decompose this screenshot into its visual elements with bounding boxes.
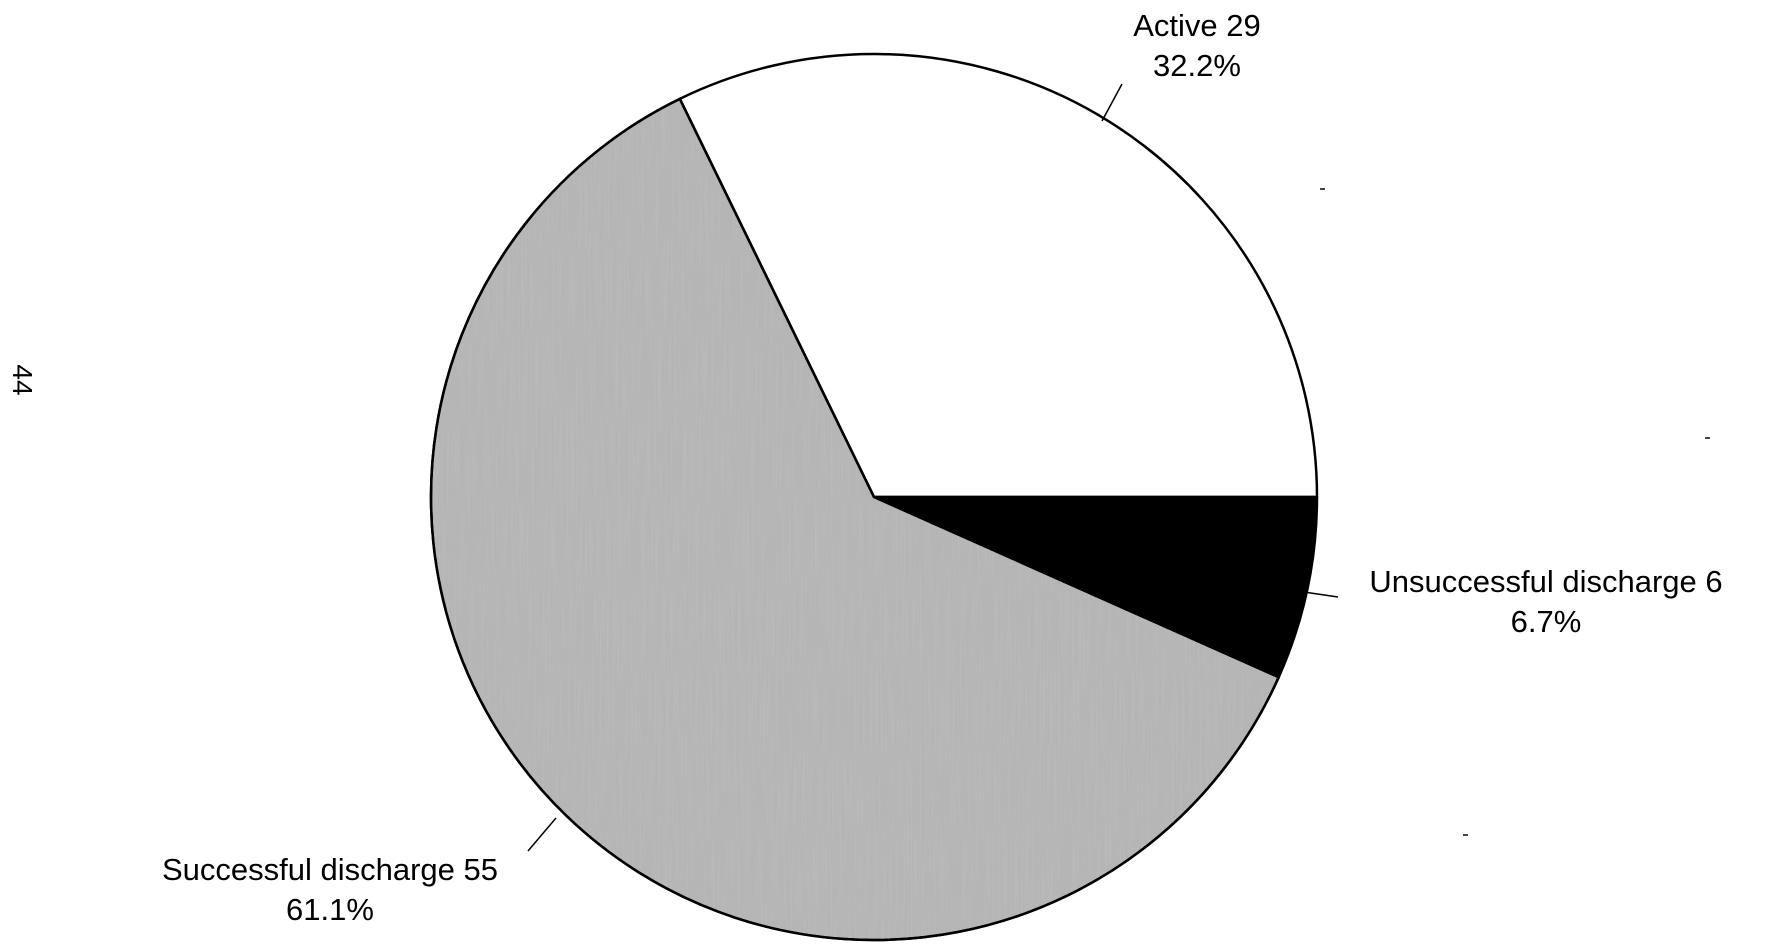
slice-label-name-count: Unsuccessful discharge 6 <box>1369 564 1722 599</box>
slice-active <box>678 52 1319 499</box>
scan-speck <box>1705 437 1710 439</box>
slice-unsuccessful-discharge <box>872 495 1319 679</box>
leader-line <box>1296 590 1339 598</box>
slice-outline <box>429 97 1281 942</box>
scan-speck <box>1463 834 1468 836</box>
leader-line <box>1101 83 1123 122</box>
slice-label-percent: 61.1% <box>286 892 374 927</box>
pie-labels: Active 29 32.2% Unsuccessful discharge 6 6.… <box>162 8 1723 927</box>
slice-label-name-count: Successful discharge 55 <box>162 852 498 887</box>
slice-label-name-count: Active 29 <box>1133 8 1261 43</box>
slice-label-percent: 6.7% <box>1511 604 1582 639</box>
leader-line <box>527 817 557 852</box>
scan-speck <box>1320 188 1325 190</box>
pie-slices <box>429 52 1319 942</box>
slice-label-percent: 32.2% <box>1153 48 1241 83</box>
